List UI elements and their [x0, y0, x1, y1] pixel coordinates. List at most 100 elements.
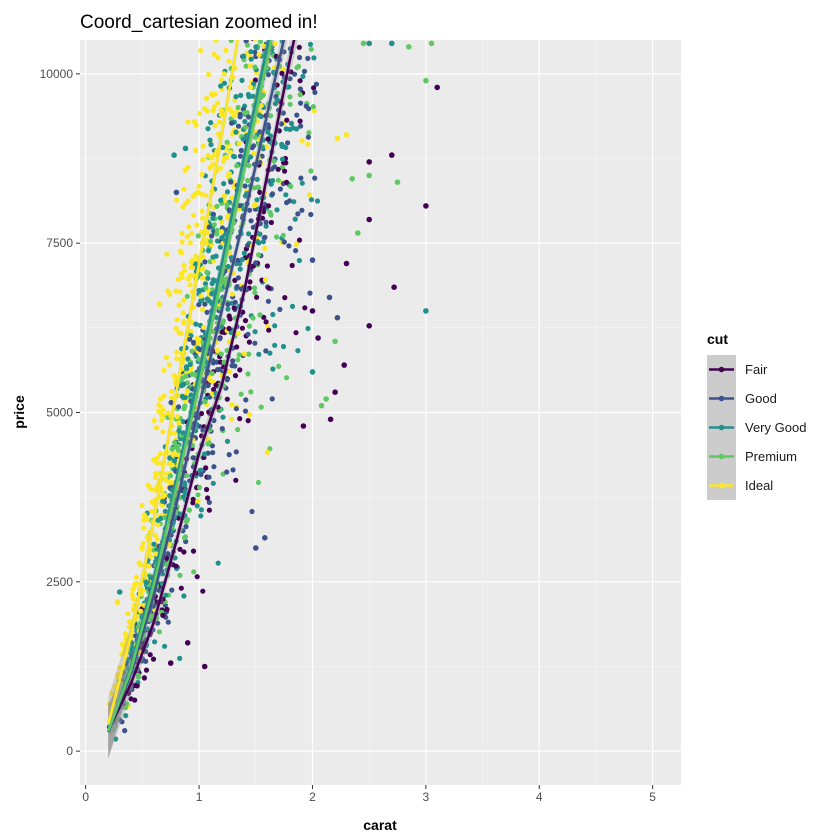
data-point — [298, 123, 304, 129]
data-point — [206, 440, 212, 446]
data-point — [283, 192, 289, 198]
data-point — [237, 367, 243, 373]
data-point — [177, 289, 183, 295]
data-point — [232, 277, 238, 283]
x-tick-label: 0 — [82, 790, 89, 804]
data-point — [171, 152, 177, 158]
data-point — [192, 118, 198, 125]
data-point — [270, 311, 276, 318]
data-point — [218, 112, 224, 118]
x-axis: 0 1 2 3 4 5 — [82, 785, 656, 804]
data-point — [244, 42, 251, 48]
data-point — [252, 290, 258, 296]
data-point — [246, 351, 252, 357]
data-point — [298, 100, 304, 106]
data-point — [184, 293, 190, 299]
data-point — [210, 211, 216, 217]
data-point — [423, 203, 429, 209]
data-point — [228, 254, 234, 261]
data-point — [141, 525, 147, 531]
data-point — [119, 641, 126, 648]
data-point — [248, 56, 254, 62]
data-point — [260, 92, 266, 98]
data-point — [287, 198, 293, 204]
data-point — [311, 55, 317, 61]
data-point — [250, 93, 256, 99]
data-point — [185, 198, 191, 204]
data-point — [237, 114, 243, 120]
data-point — [242, 124, 248, 130]
data-point — [252, 77, 259, 83]
data-point — [216, 131, 222, 137]
data-point — [221, 359, 227, 365]
data-point — [366, 40, 373, 47]
data-point — [224, 347, 230, 354]
data-point — [181, 480, 188, 486]
data-point — [183, 524, 189, 530]
data-point — [159, 488, 165, 494]
data-point — [219, 324, 225, 330]
data-point — [186, 507, 192, 513]
data-point — [125, 611, 131, 617]
data-point — [156, 301, 163, 307]
data-point — [165, 551, 171, 557]
x-tick-label: 2 — [309, 790, 316, 804]
data-point — [163, 354, 169, 361]
data-point — [184, 640, 191, 646]
data-point — [202, 259, 208, 265]
data-point — [155, 517, 161, 523]
data-point — [294, 65, 300, 71]
data-point — [257, 312, 263, 318]
data-point — [235, 123, 242, 129]
data-point — [171, 457, 178, 464]
data-point — [196, 484, 203, 491]
data-point — [185, 119, 191, 125]
data-point — [294, 112, 300, 118]
data-point — [190, 193, 196, 199]
data-point — [226, 313, 232, 319]
data-point — [204, 296, 210, 302]
data-point — [287, 225, 293, 231]
data-point — [306, 33, 311, 38]
data-point — [314, 198, 321, 204]
data-point — [204, 269, 210, 275]
data-point — [252, 64, 258, 70]
data-point — [251, 150, 257, 156]
data-point — [259, 215, 266, 221]
data-point — [254, 176, 260, 182]
data-point — [182, 268, 188, 274]
data-point — [284, 375, 290, 381]
data-point — [173, 326, 179, 332]
data-point — [209, 155, 215, 161]
data-point — [176, 404, 182, 410]
data-point — [242, 318, 249, 324]
data-point — [279, 141, 285, 147]
data-point — [254, 197, 260, 203]
data-point — [233, 477, 239, 483]
data-point — [252, 134, 258, 140]
data-point — [217, 244, 223, 250]
smooth-lines — [107, 40, 296, 733]
data-point — [191, 273, 197, 279]
data-point — [179, 230, 185, 236]
data-point — [293, 330, 299, 336]
data-point — [224, 396, 230, 402]
data-point — [225, 306, 231, 312]
data-point — [148, 553, 154, 560]
data-point — [267, 350, 273, 356]
data-point — [201, 324, 207, 330]
data-point — [248, 84, 254, 90]
data-point — [256, 52, 262, 58]
data-point — [191, 339, 197, 345]
data-point — [306, 192, 313, 198]
data-point — [228, 40, 234, 43]
data-point — [202, 301, 208, 307]
data-point — [177, 248, 183, 254]
data-point — [170, 451, 176, 458]
data-point — [204, 486, 210, 493]
legend-label: Very Good — [745, 420, 806, 435]
data-point — [232, 363, 238, 369]
data-point — [265, 136, 271, 142]
data-point — [265, 298, 271, 304]
